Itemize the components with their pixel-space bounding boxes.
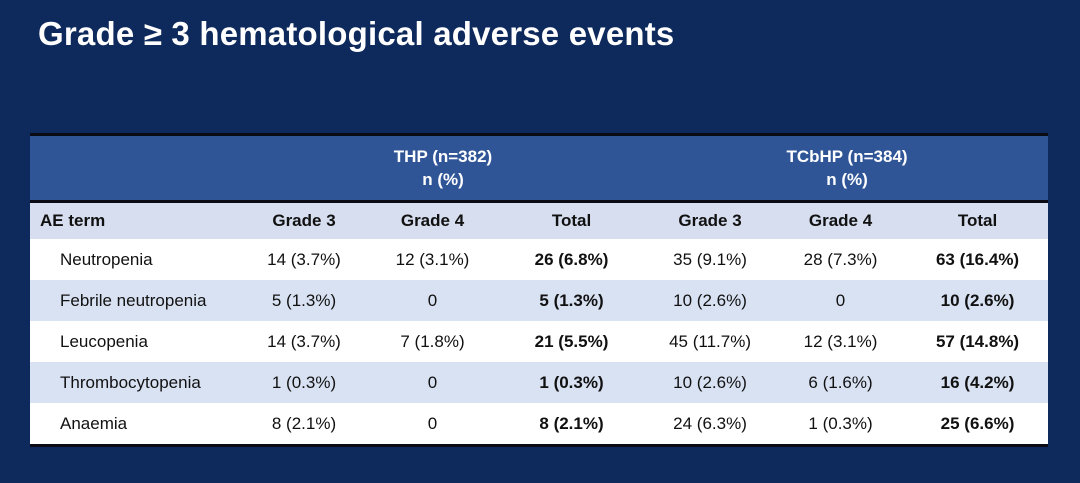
- cell-thp-total: 26 (6.8%): [497, 239, 647, 280]
- cell-thp-total: 8 (2.1%): [497, 403, 647, 446]
- cell-tcbhp-total: 16 (4.2%): [907, 362, 1049, 403]
- cell-tcbhp-total: 63 (16.4%): [907, 239, 1049, 280]
- group-header-thp: THP (n=382) n (%): [240, 134, 647, 203]
- cell-ae-term: Thrombocytopenia: [30, 362, 240, 403]
- cell-thp-grade4: 0: [368, 280, 497, 321]
- cell-thp-grade4: 12 (3.1%): [368, 239, 497, 280]
- cell-tcbhp-grade4: 12 (3.1%): [774, 321, 908, 362]
- cell-tcbhp-grade3: 35 (9.1%): [646, 239, 775, 280]
- table-row-thrombocytopenia: Thrombocytopenia 1 (0.3%) 0 1 (0.3%) 10 …: [30, 362, 1049, 403]
- cell-thp-grade3: 1 (0.3%): [240, 362, 368, 403]
- column-header-tcbhp-grade3: Grade 3: [646, 201, 775, 239]
- column-header-tcbhp-total: Total: [907, 201, 1049, 239]
- cell-thp-grade4: 0: [368, 403, 497, 446]
- cell-tcbhp-grade4: 28 (7.3%): [774, 239, 908, 280]
- table-row-anaemia: Anaemia 8 (2.1%) 0 8 (2.1%) 24 (6.3%) 1 …: [30, 403, 1049, 446]
- column-header-tcbhp-grade4: Grade 4: [774, 201, 908, 239]
- group-header-tcbhp: TCbHP (n=384) n (%): [646, 134, 1049, 203]
- thp-group-unit: n (%): [422, 170, 464, 189]
- treatment-group-header-row: THP (n=382) n (%) TCbHP (n=384) n (%): [30, 134, 1049, 203]
- thp-group-name: THP (n=382): [393, 147, 493, 166]
- cell-tcbhp-total: 25 (6.6%): [907, 403, 1049, 446]
- cell-thp-total: 5 (1.3%): [497, 280, 647, 321]
- cell-ae-term: Febrile neutropenia: [30, 280, 240, 321]
- cell-thp-grade3: 14 (3.7%): [240, 321, 368, 362]
- group-header-spacer: [30, 134, 240, 203]
- column-header-thp-grade4: Grade 4: [368, 201, 497, 239]
- cell-thp-grade3: 8 (2.1%): [240, 403, 368, 446]
- cell-tcbhp-total: 10 (2.6%): [907, 280, 1049, 321]
- cell-thp-grade4: 7 (1.8%): [368, 321, 497, 362]
- cell-tcbhp-grade4: 6 (1.6%): [774, 362, 908, 403]
- cell-thp-grade3: 5 (1.3%): [240, 280, 368, 321]
- table-row-febrile-neutropenia: Febrile neutropenia 5 (1.3%) 0 5 (1.3%) …: [30, 280, 1049, 321]
- tcbhp-group-unit: n (%): [826, 170, 868, 189]
- cell-tcbhp-grade3: 10 (2.6%): [646, 280, 775, 321]
- cell-thp-grade3: 14 (3.7%): [240, 239, 368, 280]
- column-header-ae-term: AE term: [30, 201, 240, 239]
- adverse-events-table: THP (n=382) n (%) TCbHP (n=384) n (%) AE…: [30, 133, 1049, 447]
- cell-tcbhp-grade3: 10 (2.6%): [646, 362, 775, 403]
- cell-tcbhp-grade4: 1 (0.3%): [774, 403, 908, 446]
- cell-tcbhp-grade3: 24 (6.3%): [646, 403, 775, 446]
- column-header-row: AE term Grade 3 Grade 4 Total Grade 3 Gr…: [30, 201, 1049, 239]
- cell-ae-term: Leucopenia: [30, 321, 240, 362]
- slide-title: Grade ≥ 3 hematological adverse events: [38, 15, 675, 52]
- cell-ae-term: Neutropenia: [30, 239, 240, 280]
- table-row-leucopenia: Leucopenia 14 (3.7%) 7 (1.8%) 21 (5.5%) …: [30, 321, 1049, 362]
- cell-ae-term: Anaemia: [30, 403, 240, 446]
- column-header-thp-grade3: Grade 3: [240, 201, 368, 239]
- cell-tcbhp-total: 57 (14.8%): [907, 321, 1049, 362]
- cell-tcbhp-grade3: 45 (11.7%): [646, 321, 775, 362]
- cell-thp-total: 1 (0.3%): [497, 362, 647, 403]
- cell-thp-total: 21 (5.5%): [497, 321, 647, 362]
- column-header-thp-total: Total: [497, 201, 647, 239]
- cell-thp-grade4: 0: [368, 362, 497, 403]
- table-row-neutropenia: Neutropenia 14 (3.7%) 12 (3.1%) 26 (6.8%…: [30, 239, 1049, 280]
- cell-tcbhp-grade4: 0: [774, 280, 908, 321]
- tcbhp-group-name: TCbHP (n=384): [786, 147, 908, 166]
